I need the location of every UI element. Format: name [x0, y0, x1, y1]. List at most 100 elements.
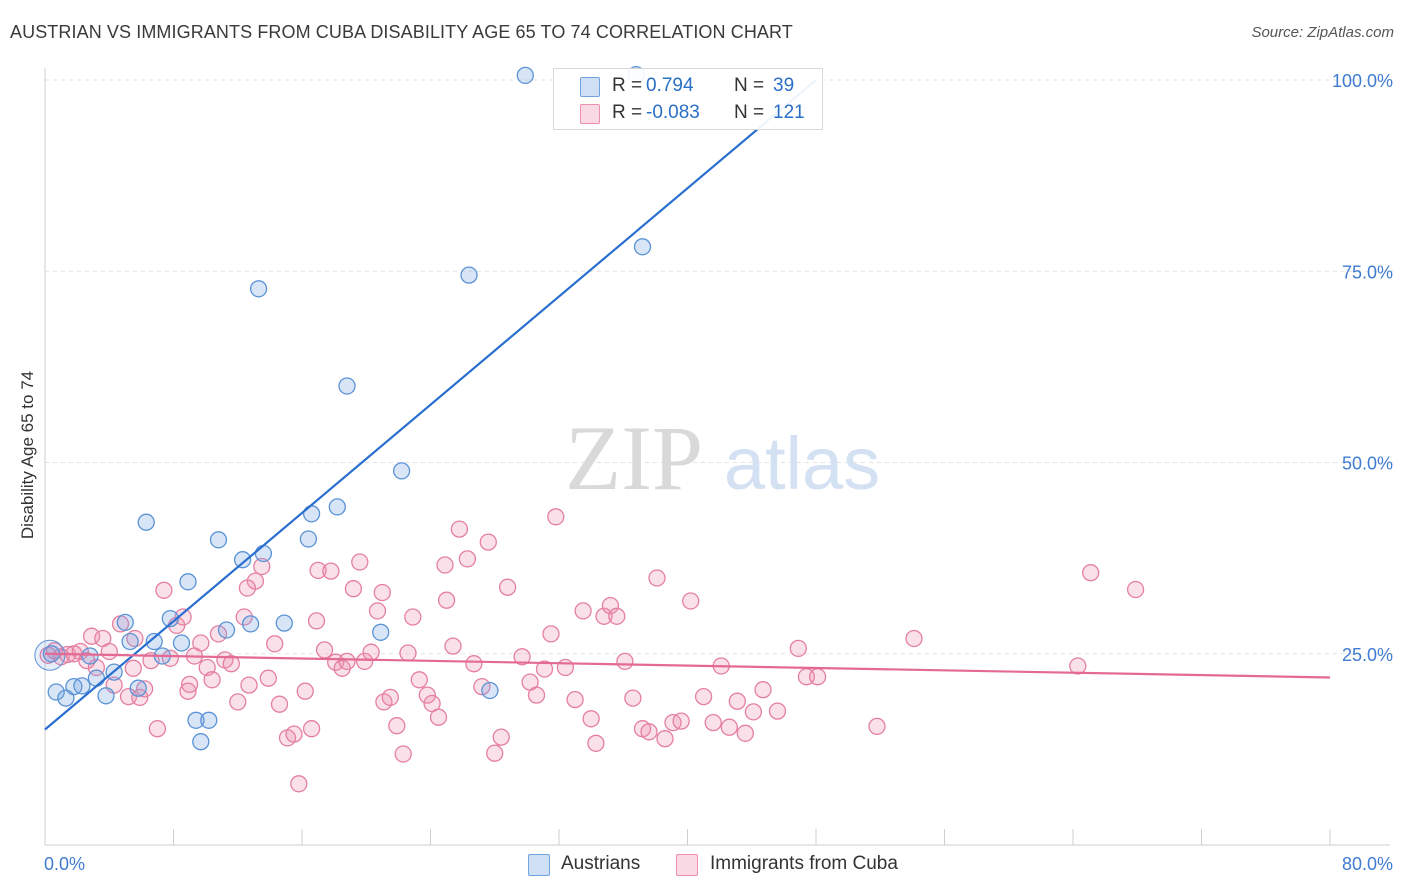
point-cuba	[355, 652, 374, 671]
point-cuba	[754, 681, 772, 699]
point-cuba	[180, 675, 199, 694]
point-cuba	[394, 745, 412, 763]
point-cuba	[720, 718, 738, 736]
point-cuba	[624, 689, 642, 707]
legend-swatch-cuba	[580, 104, 600, 124]
point-cuba	[315, 641, 334, 659]
point-cuba	[582, 710, 600, 728]
point-cuba	[587, 734, 605, 752]
point-austrians	[209, 531, 228, 549]
point-austrians	[47, 683, 65, 701]
point-austrians	[172, 634, 191, 652]
point-cuba	[307, 612, 326, 630]
point-cuba	[1082, 564, 1100, 582]
trend-line-austrians	[44, 79, 817, 731]
point-austrians	[372, 623, 390, 641]
legend-swatch-cuba	[676, 854, 698, 876]
point-cuba	[209, 625, 228, 643]
y-tick-label: 100.0%	[1332, 71, 1393, 91]
y-tick-label: 50.0%	[1342, 454, 1393, 474]
point-cuba	[608, 607, 626, 625]
point-cuba	[672, 712, 690, 730]
point-austrians	[129, 679, 147, 697]
point-austrians	[121, 632, 139, 651]
point-cuba	[148, 720, 167, 738]
point-cuba	[458, 550, 477, 568]
point-cuba	[450, 520, 469, 538]
legend-r-label: R =	[612, 102, 643, 123]
gridlines	[45, 79, 1393, 655]
point-austrians	[217, 621, 236, 639]
watermark-atlas: atlas	[724, 422, 880, 505]
point-cuba	[535, 660, 554, 678]
point-austrians	[97, 687, 115, 705]
point-cuba	[808, 668, 827, 686]
point-austrians	[73, 677, 91, 695]
point-austrians	[241, 615, 260, 633]
point-cuba	[222, 655, 240, 673]
point-cuba	[682, 592, 700, 610]
x-tick-label: 0.0%	[44, 854, 85, 874]
legend-n-label: N =	[734, 102, 765, 123]
point-cuba	[259, 669, 277, 687]
point-cuba	[601, 596, 620, 615]
point-cuba	[240, 676, 258, 694]
point-cuba	[436, 556, 454, 574]
point-cuba	[203, 671, 221, 689]
point-cuba	[418, 686, 436, 704]
point-austrians	[179, 573, 197, 591]
point-austrians	[392, 462, 411, 480]
point-cuba	[492, 728, 510, 746]
point-cuba	[513, 648, 531, 666]
point-cuba	[486, 744, 504, 762]
point-cuba	[135, 680, 154, 698]
point-cuba	[338, 652, 356, 671]
point-cuba	[789, 639, 807, 658]
point-cuba	[498, 578, 517, 596]
point-austrians	[192, 733, 210, 751]
point-cuba	[296, 682, 314, 700]
point-cuba	[124, 659, 142, 677]
point-austrians	[116, 613, 134, 632]
point-cuba	[238, 579, 257, 597]
point-cuba	[322, 562, 340, 580]
point-cuba	[179, 682, 197, 700]
point-austrians	[233, 551, 252, 569]
tick-labels: 25.0% 50.0% 75.0% 100.0% 0.0% 80.0%	[44, 71, 1393, 874]
watermark: ZIP atlas	[565, 407, 880, 509]
legend-n-value: 121	[773, 102, 805, 123]
point-austrians	[254, 544, 273, 563]
point-cuba	[1126, 580, 1145, 599]
point-austrians	[145, 632, 163, 651]
point-cuba	[285, 725, 303, 743]
point-cuba	[100, 642, 118, 661]
point-cuba	[465, 655, 483, 673]
point-cuba	[768, 702, 787, 720]
point-cuba	[399, 644, 417, 662]
point-cuba	[694, 687, 713, 706]
source-label: Source: ZipAtlas.com	[1251, 24, 1394, 41]
correlation-legend: R = 0.794 N = 39 R = -0.083 N = 121	[553, 68, 823, 130]
point-cuba	[351, 553, 369, 571]
point-cuba	[556, 658, 575, 677]
point-cuba	[640, 723, 658, 741]
point-austrians	[516, 66, 534, 85]
watermark-zip: ZIP	[565, 407, 703, 509]
point-cuba	[373, 583, 391, 602]
point-austrians	[200, 711, 218, 729]
point-cuba	[648, 569, 666, 587]
point-cuba	[155, 581, 173, 599]
point-cuba	[344, 580, 363, 598]
point-cuba	[444, 637, 462, 655]
point-cuba	[527, 686, 546, 704]
point-austrians	[481, 681, 499, 700]
point-cuba	[270, 695, 289, 713]
point-cuba	[595, 607, 613, 625]
point-cuba	[437, 591, 456, 609]
point-cuba	[542, 625, 560, 643]
point-cuba	[309, 561, 327, 580]
point-cuba	[368, 602, 387, 620]
point-cuba	[1069, 657, 1087, 675]
point-cuba	[302, 720, 321, 738]
point-austrians	[187, 711, 205, 729]
